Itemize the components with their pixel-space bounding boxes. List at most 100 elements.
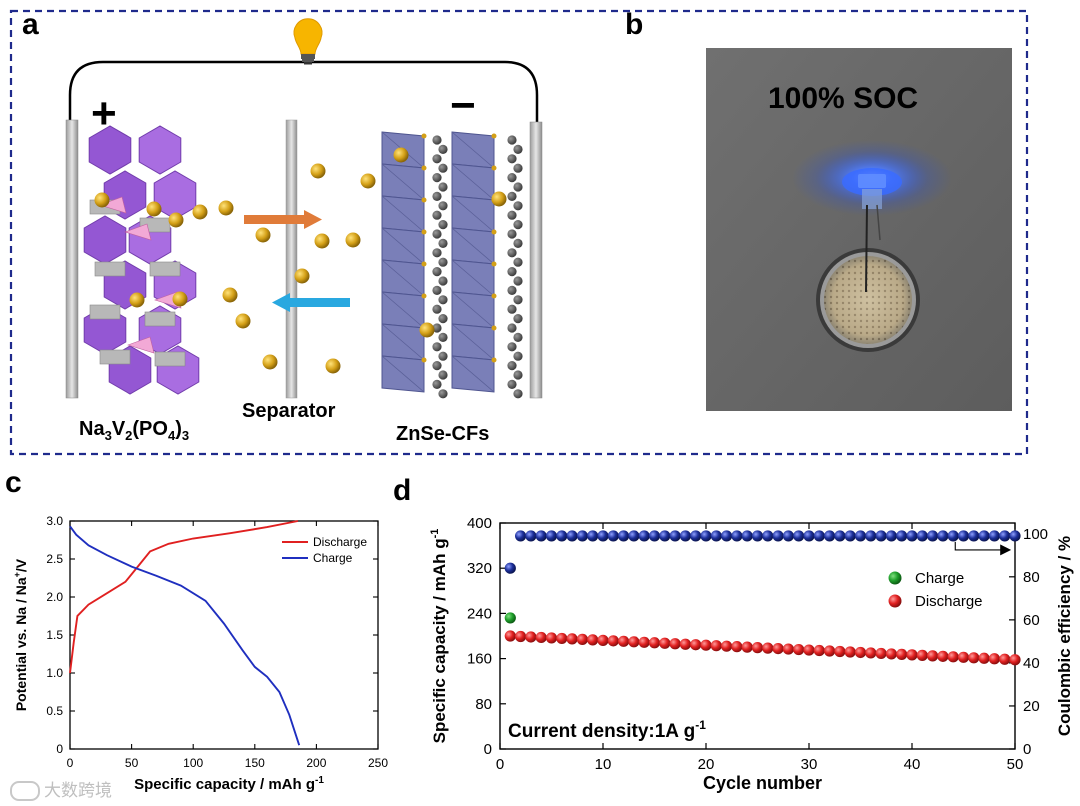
sodium-ion bbox=[172, 291, 188, 307]
watermark-text: 大数跨境 bbox=[44, 781, 112, 801]
discharge-point bbox=[566, 633, 578, 645]
separator-label: Separator bbox=[242, 400, 336, 422]
coulombic-efficiency-point bbox=[999, 530, 1011, 542]
discharge-point bbox=[772, 642, 784, 655]
discharge-point bbox=[597, 634, 609, 646]
discharge-point bbox=[535, 631, 547, 644]
sodium-ions bbox=[94, 147, 507, 374]
x-tick-label: 10 bbox=[595, 756, 612, 773]
y-left-tick-label: 160 bbox=[467, 651, 492, 668]
panel-c-letter: c bbox=[5, 466, 22, 499]
y-tick-label: 1.5 bbox=[46, 628, 63, 642]
discharge-point bbox=[762, 642, 774, 654]
carbon-fiber-atom bbox=[513, 389, 523, 399]
carbon-fiber-atom bbox=[513, 220, 523, 230]
current-density-annotation: Current density:1A g-1 bbox=[508, 718, 706, 742]
discharge-point bbox=[628, 636, 640, 648]
panel-a-b-frame bbox=[9, 9, 1029, 456]
carbon-fiber-atom bbox=[507, 323, 517, 333]
x-tick-label: 200 bbox=[306, 756, 326, 770]
discharge-point bbox=[710, 640, 722, 652]
carbon-fiber-atom bbox=[438, 389, 448, 399]
carbon-fiber-atom bbox=[507, 135, 517, 145]
series-line-discharge bbox=[69, 520, 299, 674]
se-atom bbox=[421, 261, 427, 267]
discharge-point bbox=[999, 653, 1011, 665]
watermark: 大数跨境 bbox=[10, 776, 112, 801]
coulombic-efficiency-point bbox=[607, 530, 619, 542]
pink-tetrahedron bbox=[127, 336, 155, 354]
discharge-point bbox=[525, 631, 537, 643]
coulombic-efficiency-point bbox=[659, 530, 671, 542]
discharge-point bbox=[751, 642, 764, 654]
tetrahedron-edge bbox=[451, 323, 495, 361]
carbon-fiber-atom bbox=[438, 332, 448, 342]
coulombic-efficiency-point bbox=[844, 530, 856, 542]
tetrahedron-edge bbox=[381, 259, 425, 297]
coulombic-efficiency-point bbox=[824, 530, 836, 542]
legend-label-discharge: Discharge bbox=[915, 593, 983, 610]
carbon-fiber-atom bbox=[507, 248, 517, 258]
y-left-tick-label: 320 bbox=[467, 560, 492, 577]
se-atom bbox=[421, 133, 427, 139]
carbon-fiber-atom bbox=[432, 379, 442, 389]
minus-sign: − bbox=[450, 81, 476, 130]
coulombic-efficiency-point bbox=[937, 530, 949, 542]
vo6-octahedron bbox=[88, 125, 132, 175]
coulombic-efficiency-point bbox=[885, 530, 897, 542]
coulombic-efficiency-point bbox=[731, 530, 743, 542]
discharge-point bbox=[679, 638, 691, 650]
legend-label-charge: Charge bbox=[915, 570, 964, 587]
coulombic-efficiency-point bbox=[710, 530, 722, 542]
discharge-point bbox=[865, 647, 877, 659]
series-line-charge bbox=[69, 525, 301, 746]
y-left-tick-label: 400 bbox=[467, 515, 492, 532]
coulombic-efficiency-point bbox=[772, 530, 784, 542]
coulombic-efficiency-point bbox=[545, 530, 558, 542]
y-axis-label: Potential vs. Na / Na+/V bbox=[12, 558, 29, 711]
se-atom bbox=[491, 133, 497, 139]
anode-collector bbox=[529, 121, 543, 399]
sodium-ion bbox=[235, 313, 251, 329]
carbon-fiber-atom bbox=[432, 285, 442, 295]
vo6-octahedron bbox=[138, 125, 182, 175]
y-tick-label: 0 bbox=[56, 742, 63, 756]
carbon-fiber-atom bbox=[432, 323, 442, 333]
coulombic-efficiency-point bbox=[741, 530, 753, 542]
tetrahedron-edge bbox=[381, 291, 425, 329]
discharge-point bbox=[556, 632, 568, 645]
tetrahedron-edge bbox=[451, 355, 495, 393]
discharge-point bbox=[927, 650, 939, 662]
carbon-fiber-atom bbox=[432, 361, 442, 371]
x-tick-label: 30 bbox=[801, 756, 818, 773]
po4-block bbox=[149, 261, 181, 277]
cycling-stability-chart: 0 10 20 30 40 50080160240320400020406080100Ch… bbox=[429, 515, 1074, 793]
y-right-tick-label: 60 bbox=[1023, 612, 1040, 629]
pink-tetrahedron bbox=[124, 223, 152, 241]
se-atom bbox=[491, 229, 497, 235]
coulombic-efficiency-point bbox=[700, 530, 712, 542]
carbon-fiber-atom bbox=[507, 229, 517, 239]
discharge-point bbox=[587, 634, 599, 646]
carbon-fiber-atom bbox=[432, 173, 442, 183]
carbon-fiber-atom bbox=[432, 342, 442, 352]
y-left-tick-label: 0 bbox=[484, 741, 492, 758]
sodium-ion bbox=[94, 192, 110, 208]
carbon-fiber-atom bbox=[513, 257, 523, 267]
x-tick-label: 40 bbox=[904, 756, 921, 773]
discharge-point bbox=[618, 635, 630, 647]
carbon-fiber-atom bbox=[438, 314, 448, 324]
carbon-fiber-atom bbox=[438, 257, 448, 267]
charge-point bbox=[504, 612, 516, 624]
separator-membrane bbox=[285, 119, 298, 399]
discharge-point bbox=[824, 645, 836, 657]
carbon-fiber-atom bbox=[507, 304, 517, 314]
coulombic-efficiency-point bbox=[751, 530, 764, 542]
tetrahedron-edge bbox=[451, 131, 495, 169]
y-tick-label: 0.5 bbox=[46, 704, 63, 718]
carbon-fiber-atom bbox=[438, 163, 448, 173]
coulombic-efficiency-point bbox=[854, 530, 867, 542]
coulombic-efficiency-point bbox=[690, 530, 702, 542]
se-atom bbox=[421, 293, 427, 299]
